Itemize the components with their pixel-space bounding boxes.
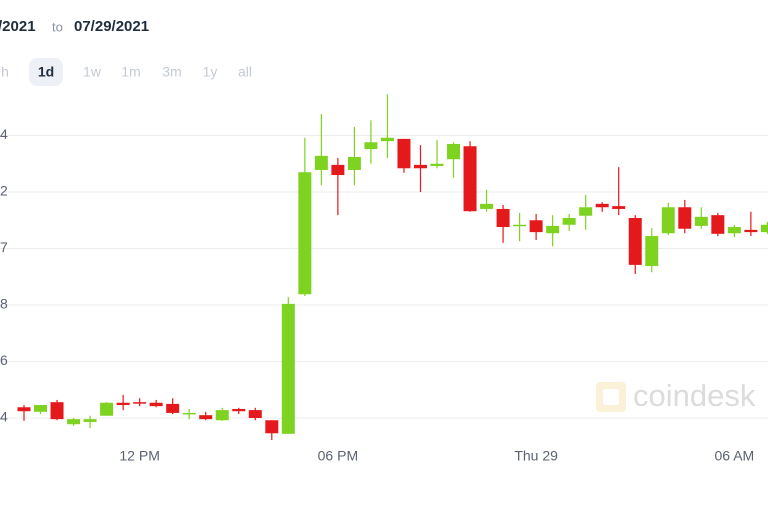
candle-body xyxy=(678,207,692,229)
candle-body xyxy=(513,224,527,227)
date-to: 07/29/2021 xyxy=(74,18,149,35)
candle-body xyxy=(496,208,510,228)
candle-body xyxy=(579,207,593,216)
x-tick-label: 06 PM xyxy=(318,448,358,464)
x-tick-label: 06 AM xyxy=(715,448,755,464)
candle-body xyxy=(595,203,609,208)
range-button[interactable]: 1w xyxy=(83,64,102,80)
range-button[interactable]: 1d xyxy=(38,64,54,80)
candle-body xyxy=(314,155,328,170)
candle-body xyxy=(612,206,626,209)
y-tick-label: 4 xyxy=(0,409,8,425)
watermark-text: coindesk xyxy=(633,378,756,413)
candle-body xyxy=(116,402,130,406)
candle-body xyxy=(463,146,477,212)
candle-body xyxy=(430,163,444,167)
range-button[interactable]: 3m xyxy=(162,64,181,80)
candle-body xyxy=(661,207,675,234)
candle-body xyxy=(34,405,48,412)
candle-body xyxy=(562,217,576,225)
range-button[interactable]: all xyxy=(238,64,252,80)
candle-body xyxy=(628,217,642,265)
candle-body xyxy=(480,203,494,209)
candle-body xyxy=(529,220,543,233)
candle-body xyxy=(645,236,659,267)
candle-body xyxy=(331,164,345,176)
x-tick-label: Thu 29 xyxy=(514,448,558,464)
watermark: coindesk xyxy=(596,378,756,413)
y-tick-label: 6 xyxy=(0,352,8,368)
candle-body xyxy=(364,142,378,150)
candle-body xyxy=(397,138,411,169)
candle-body xyxy=(380,137,394,142)
range-selected-bg xyxy=(29,58,63,86)
candle-body xyxy=(447,143,461,160)
candle-body xyxy=(50,402,64,420)
y-tick-label: 8 xyxy=(0,296,8,312)
candle-body xyxy=(17,407,31,412)
date-separator: to xyxy=(52,19,63,34)
candle-body xyxy=(711,215,725,234)
candle-body xyxy=(199,415,213,420)
range-button[interactable]: 1m xyxy=(121,64,140,80)
candle-body xyxy=(760,224,768,233)
range-button[interactable]: h xyxy=(1,64,9,80)
candle-body xyxy=(232,408,246,412)
candle-body xyxy=(744,229,758,233)
candle-body xyxy=(413,164,427,169)
candle-body xyxy=(248,410,262,418)
x-tick-label: 12 PM xyxy=(119,448,159,464)
range-button[interactable]: 1y xyxy=(203,64,218,80)
candle-body xyxy=(281,303,295,434)
y-tick-label: 2 xyxy=(0,183,8,199)
candle-body xyxy=(727,227,741,234)
candle-body xyxy=(694,216,708,226)
candle-body xyxy=(298,172,312,295)
candle-body xyxy=(265,420,279,434)
candle-body xyxy=(182,412,196,415)
candle-body xyxy=(215,410,229,421)
y-tick-label: 4 xyxy=(0,126,8,142)
date-from: /2021 xyxy=(0,18,36,35)
watermark-logo-inner xyxy=(603,389,619,405)
candle-body xyxy=(67,419,81,425)
y-tick-label: 7 xyxy=(0,239,8,255)
candle-body xyxy=(149,402,163,407)
candle-body xyxy=(100,402,114,416)
candle-body xyxy=(133,402,147,404)
candle-body xyxy=(347,156,361,170)
candle-body xyxy=(166,403,180,413)
candle-body xyxy=(546,225,560,234)
candle-body xyxy=(83,419,97,422)
